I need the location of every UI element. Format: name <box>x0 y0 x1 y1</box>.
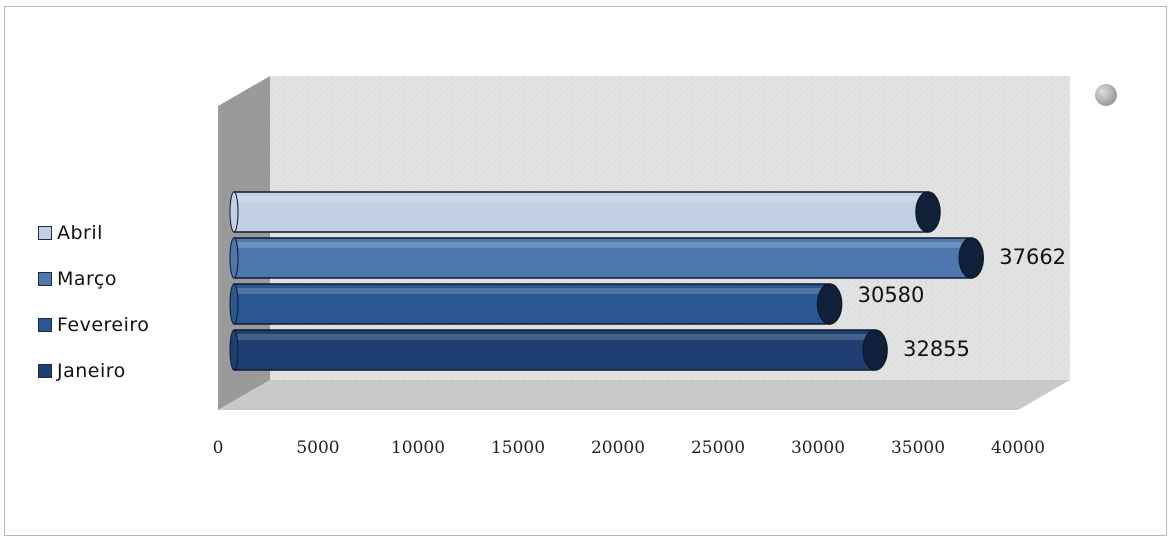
bar-abril <box>233 191 929 233</box>
legend: Abril Março Fevereiro Janeiro <box>38 210 188 394</box>
value-label-janeiro: 32855 <box>903 337 970 361</box>
x-tick-label: 0 <box>213 438 224 458</box>
x-tick-label: 35000 <box>891 438 945 458</box>
value-label-fevereiro: 30580 <box>858 283 925 307</box>
bar-left-cap-abril <box>229 191 239 233</box>
x-tick-label: 30000 <box>791 438 845 458</box>
legend-item-janeiro: Janeiro <box>38 348 188 394</box>
chart-value-labels: 32855 30580 37662 <box>858 245 1066 361</box>
x-tick-label: 25000 <box>691 438 745 458</box>
bar-highlight-abril <box>236 196 926 202</box>
bar-highlight-maro <box>236 242 970 248</box>
legend-swatch-janeiro <box>38 364 52 378</box>
legend-item-abril: Abril <box>38 210 188 256</box>
bar-cap-abril <box>915 191 941 233</box>
chart-floor <box>218 380 1070 410</box>
legend-swatch-fevereiro <box>38 318 52 332</box>
bar-cap-janeiro <box>862 329 888 371</box>
bar-left-cap-fevereiro <box>229 283 239 325</box>
legend-swatch-marco <box>38 272 52 286</box>
chart-x-ticks: 0 5000 10000 15000 20000 25000 30000 35000 40000 <box>213 438 1045 458</box>
bar-left-cap-janeiro <box>229 329 239 371</box>
x-tick-label: 15000 <box>491 438 545 458</box>
legend-label-marco: Março <box>57 268 118 290</box>
bar-janeiro <box>233 329 876 371</box>
legend-item-marco: Março <box>38 256 188 302</box>
x-tick-label: 40000 <box>991 438 1045 458</box>
x-tick-label: 10000 <box>391 438 445 458</box>
bar-fevereiro <box>233 283 831 325</box>
chart-corner-icon <box>1095 84 1117 106</box>
bar-left-cap-maro <box>229 237 239 279</box>
value-label-maro: 37662 <box>999 245 1066 269</box>
legend-swatch-abril <box>38 226 52 240</box>
bar-highlight-fevereiro <box>236 288 828 294</box>
chart-bars <box>229 191 984 371</box>
bar-cap-maro <box>958 237 984 279</box>
bar-maro <box>233 237 972 279</box>
bar-cap-fevereiro <box>816 283 843 325</box>
legend-label-janeiro: Janeiro <box>57 360 126 382</box>
x-tick-label: 20000 <box>591 438 645 458</box>
legend-label-abril: Abril <box>57 222 103 244</box>
legend-item-fevereiro: Fevereiro <box>38 302 188 348</box>
legend-label-fevereiro: Fevereiro <box>57 314 150 336</box>
bar-highlight-janeiro <box>236 334 874 340</box>
x-tick-label: 5000 <box>296 438 339 458</box>
